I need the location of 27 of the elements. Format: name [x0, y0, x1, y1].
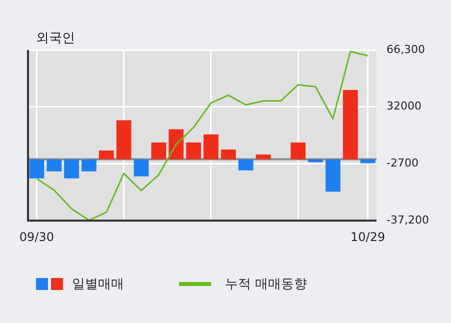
y-tick-label: -2700 — [386, 156, 419, 170]
bar — [151, 142, 166, 160]
x-tick-label: 09/30 — [19, 230, 54, 244]
bar — [326, 159, 340, 192]
y-tick-label: 66,300 — [386, 42, 426, 56]
bar — [204, 134, 218, 160]
bar — [168, 129, 184, 160]
bar — [134, 159, 149, 176]
bar — [220, 150, 236, 160]
legend-label: 일별매매 — [72, 276, 124, 293]
chart-title: 외국인 — [36, 30, 75, 47]
bar — [116, 120, 132, 160]
bar — [238, 159, 254, 170]
bar — [98, 150, 114, 160]
y-tick-label: 32000 — [386, 99, 422, 112]
bar — [308, 159, 323, 162]
bar — [186, 142, 202, 160]
y-tick-label: -37,200 — [386, 213, 430, 226]
legend-label: 누적 매매동향 — [225, 276, 308, 293]
bar — [290, 142, 306, 160]
bar — [256, 154, 271, 160]
bar — [64, 159, 80, 178]
bar — [342, 90, 358, 160]
bar — [82, 159, 96, 172]
bar — [46, 159, 62, 172]
bar — [29, 159, 44, 178]
x-tick-label: 10/29 — [350, 230, 386, 244]
